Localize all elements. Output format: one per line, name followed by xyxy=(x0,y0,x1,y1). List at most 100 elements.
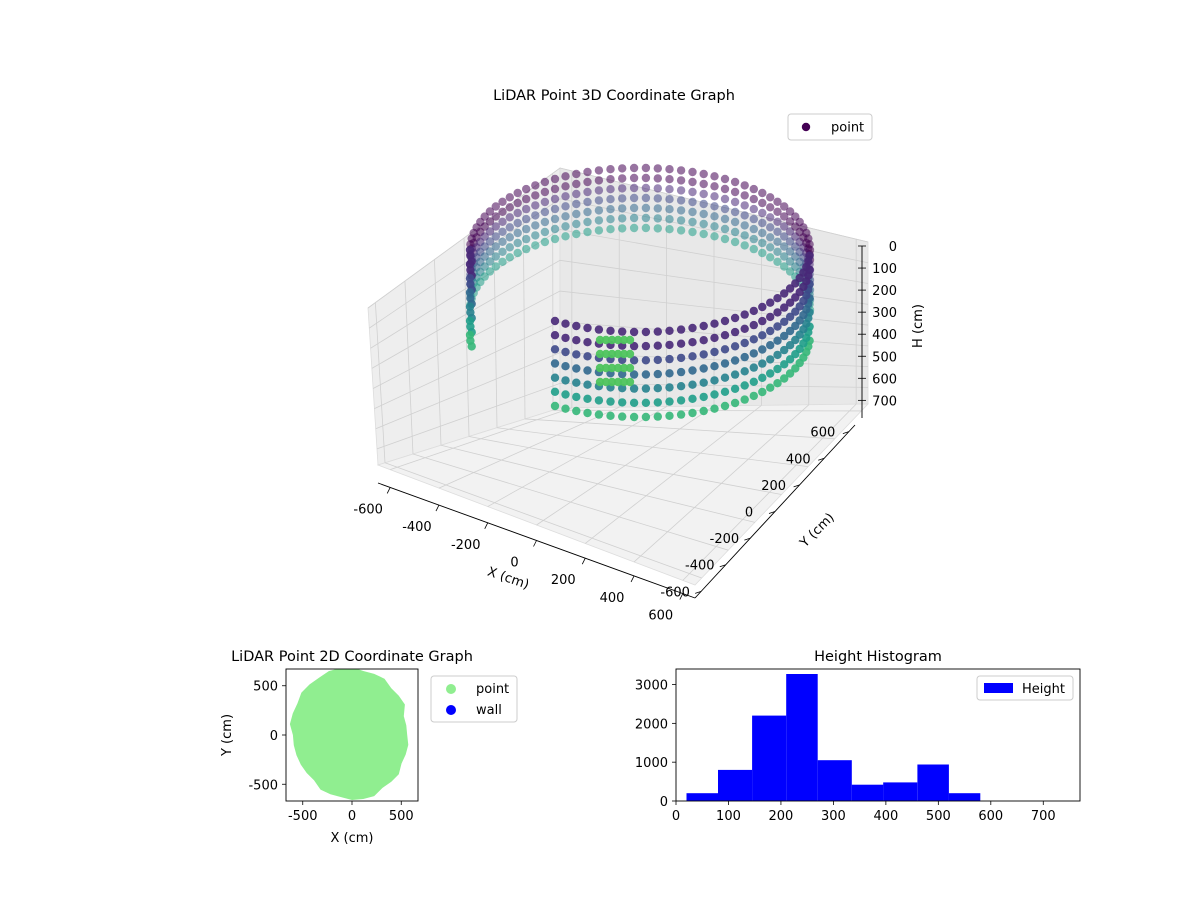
chart3d-point xyxy=(572,321,581,331)
chart3d-point xyxy=(498,227,507,236)
chart3d-point xyxy=(699,219,708,229)
chart3d-point xyxy=(550,401,560,411)
gridline-z xyxy=(367,167,869,309)
chart3d-point xyxy=(606,411,615,420)
chart3d-point xyxy=(749,194,758,204)
chart3d-point xyxy=(773,217,782,226)
chart3d-point xyxy=(540,187,550,197)
chart3d-point xyxy=(688,408,697,418)
z3d-tick-label: 0 xyxy=(889,240,897,255)
chart3d-point xyxy=(710,212,719,221)
chart3d-point xyxy=(758,373,767,382)
chart3d-point xyxy=(561,212,570,221)
chart3d-point xyxy=(773,294,782,303)
chart3d-point xyxy=(625,349,635,359)
chart3d-point xyxy=(699,378,708,387)
chart3d-point xyxy=(550,316,560,326)
chart3d-point xyxy=(699,179,708,189)
chart2d-y-ticks: -500 0 500 xyxy=(248,680,286,793)
chart3d-point xyxy=(676,353,686,363)
chart3d-point xyxy=(720,401,730,411)
chart3d-point xyxy=(505,203,514,212)
chart3d-point xyxy=(740,241,749,250)
chart3d-point xyxy=(688,352,697,361)
chart3d-point xyxy=(749,306,758,316)
chart3d-point xyxy=(780,317,789,326)
chart3d-point xyxy=(740,352,749,362)
chart3d-point xyxy=(766,253,775,262)
chart3d-point xyxy=(583,197,592,207)
chart3d-point xyxy=(465,302,475,311)
chart3d-point xyxy=(780,202,789,211)
chart2d-legend[interactable]: point wall xyxy=(430,675,518,723)
chart3d-point xyxy=(522,234,531,244)
chart3d-point xyxy=(606,195,615,204)
chart3d-z-ticks: 0 100 200 300 400 500 600 700 xyxy=(858,240,897,409)
chart3d-point xyxy=(758,248,767,258)
chart3d-point xyxy=(561,192,570,201)
hist-x-tick-label: 100 xyxy=(716,809,741,824)
chart3d-point xyxy=(550,184,560,194)
chart2d-x-ticks: -500 0 500 xyxy=(288,801,414,824)
chart3d-point xyxy=(572,364,581,373)
hist-bar xyxy=(917,764,949,801)
chart3d-point xyxy=(606,175,615,184)
chart-2d: LiDAR Point 2D Coordinate Graph -500 0 500… xyxy=(220,649,518,846)
chart3d-point xyxy=(491,262,500,271)
chart3d-point xyxy=(699,189,708,199)
chart3d-point xyxy=(561,232,570,241)
chart3d-point xyxy=(491,252,500,261)
chart3d-point xyxy=(601,377,611,387)
chart3d-point xyxy=(505,243,514,252)
chart3d-point xyxy=(505,193,514,202)
chart3d-point xyxy=(540,237,550,247)
y3d-tick-label: 400 xyxy=(786,452,811,467)
chart3d-point xyxy=(531,191,540,200)
chart3d-point xyxy=(594,396,604,405)
chart3d-point xyxy=(618,174,627,183)
chart3d-legend[interactable]: point xyxy=(787,113,873,141)
chart3d-point xyxy=(791,321,800,331)
chart3d-point xyxy=(550,373,560,382)
chart3d-point xyxy=(505,213,514,222)
chart3d-point xyxy=(688,207,697,217)
chart3d-point xyxy=(699,336,708,345)
chart3d-point xyxy=(613,363,623,373)
chart3d-point xyxy=(465,316,475,325)
chart3d-point xyxy=(641,370,651,379)
chart3d-point xyxy=(785,355,795,364)
hist-bar xyxy=(786,674,818,801)
hist-legend[interactable]: Height xyxy=(976,675,1074,701)
chart3d-point xyxy=(606,326,615,335)
hist-x-tick-label: 300 xyxy=(821,809,846,824)
chart3d-point xyxy=(595,349,605,359)
chart3d-point xyxy=(699,169,708,179)
chart3d-point xyxy=(665,369,674,378)
chart3d-point xyxy=(561,390,570,399)
chart3d-point xyxy=(522,184,531,194)
chart3d-point xyxy=(505,233,514,242)
chart3d-point xyxy=(773,322,782,331)
chart3d-point xyxy=(522,224,531,234)
chart3d-point xyxy=(676,186,686,195)
chart3d-point xyxy=(583,408,592,418)
chart3d-point xyxy=(740,381,749,390)
chart3d-point xyxy=(699,229,708,239)
chart3d-point xyxy=(710,172,719,181)
chart3d-point xyxy=(540,207,550,217)
chart3d-point xyxy=(465,274,475,283)
chart3d-point xyxy=(607,377,617,387)
chart3d-point xyxy=(513,188,522,198)
tick-mark xyxy=(679,593,684,600)
chart3d-point xyxy=(780,303,789,312)
chart3d-point xyxy=(594,196,604,205)
z3d-tick-label: 600 xyxy=(872,372,897,387)
chart3d-point xyxy=(749,244,758,254)
chart3d-point xyxy=(561,404,570,413)
chart3d-point xyxy=(629,213,639,223)
chart3d-point xyxy=(791,335,800,345)
chart3d-point xyxy=(561,172,570,181)
chart3d-point xyxy=(749,391,758,401)
y2d-tick-label: -500 xyxy=(248,778,278,793)
chart3d-point xyxy=(641,223,651,233)
